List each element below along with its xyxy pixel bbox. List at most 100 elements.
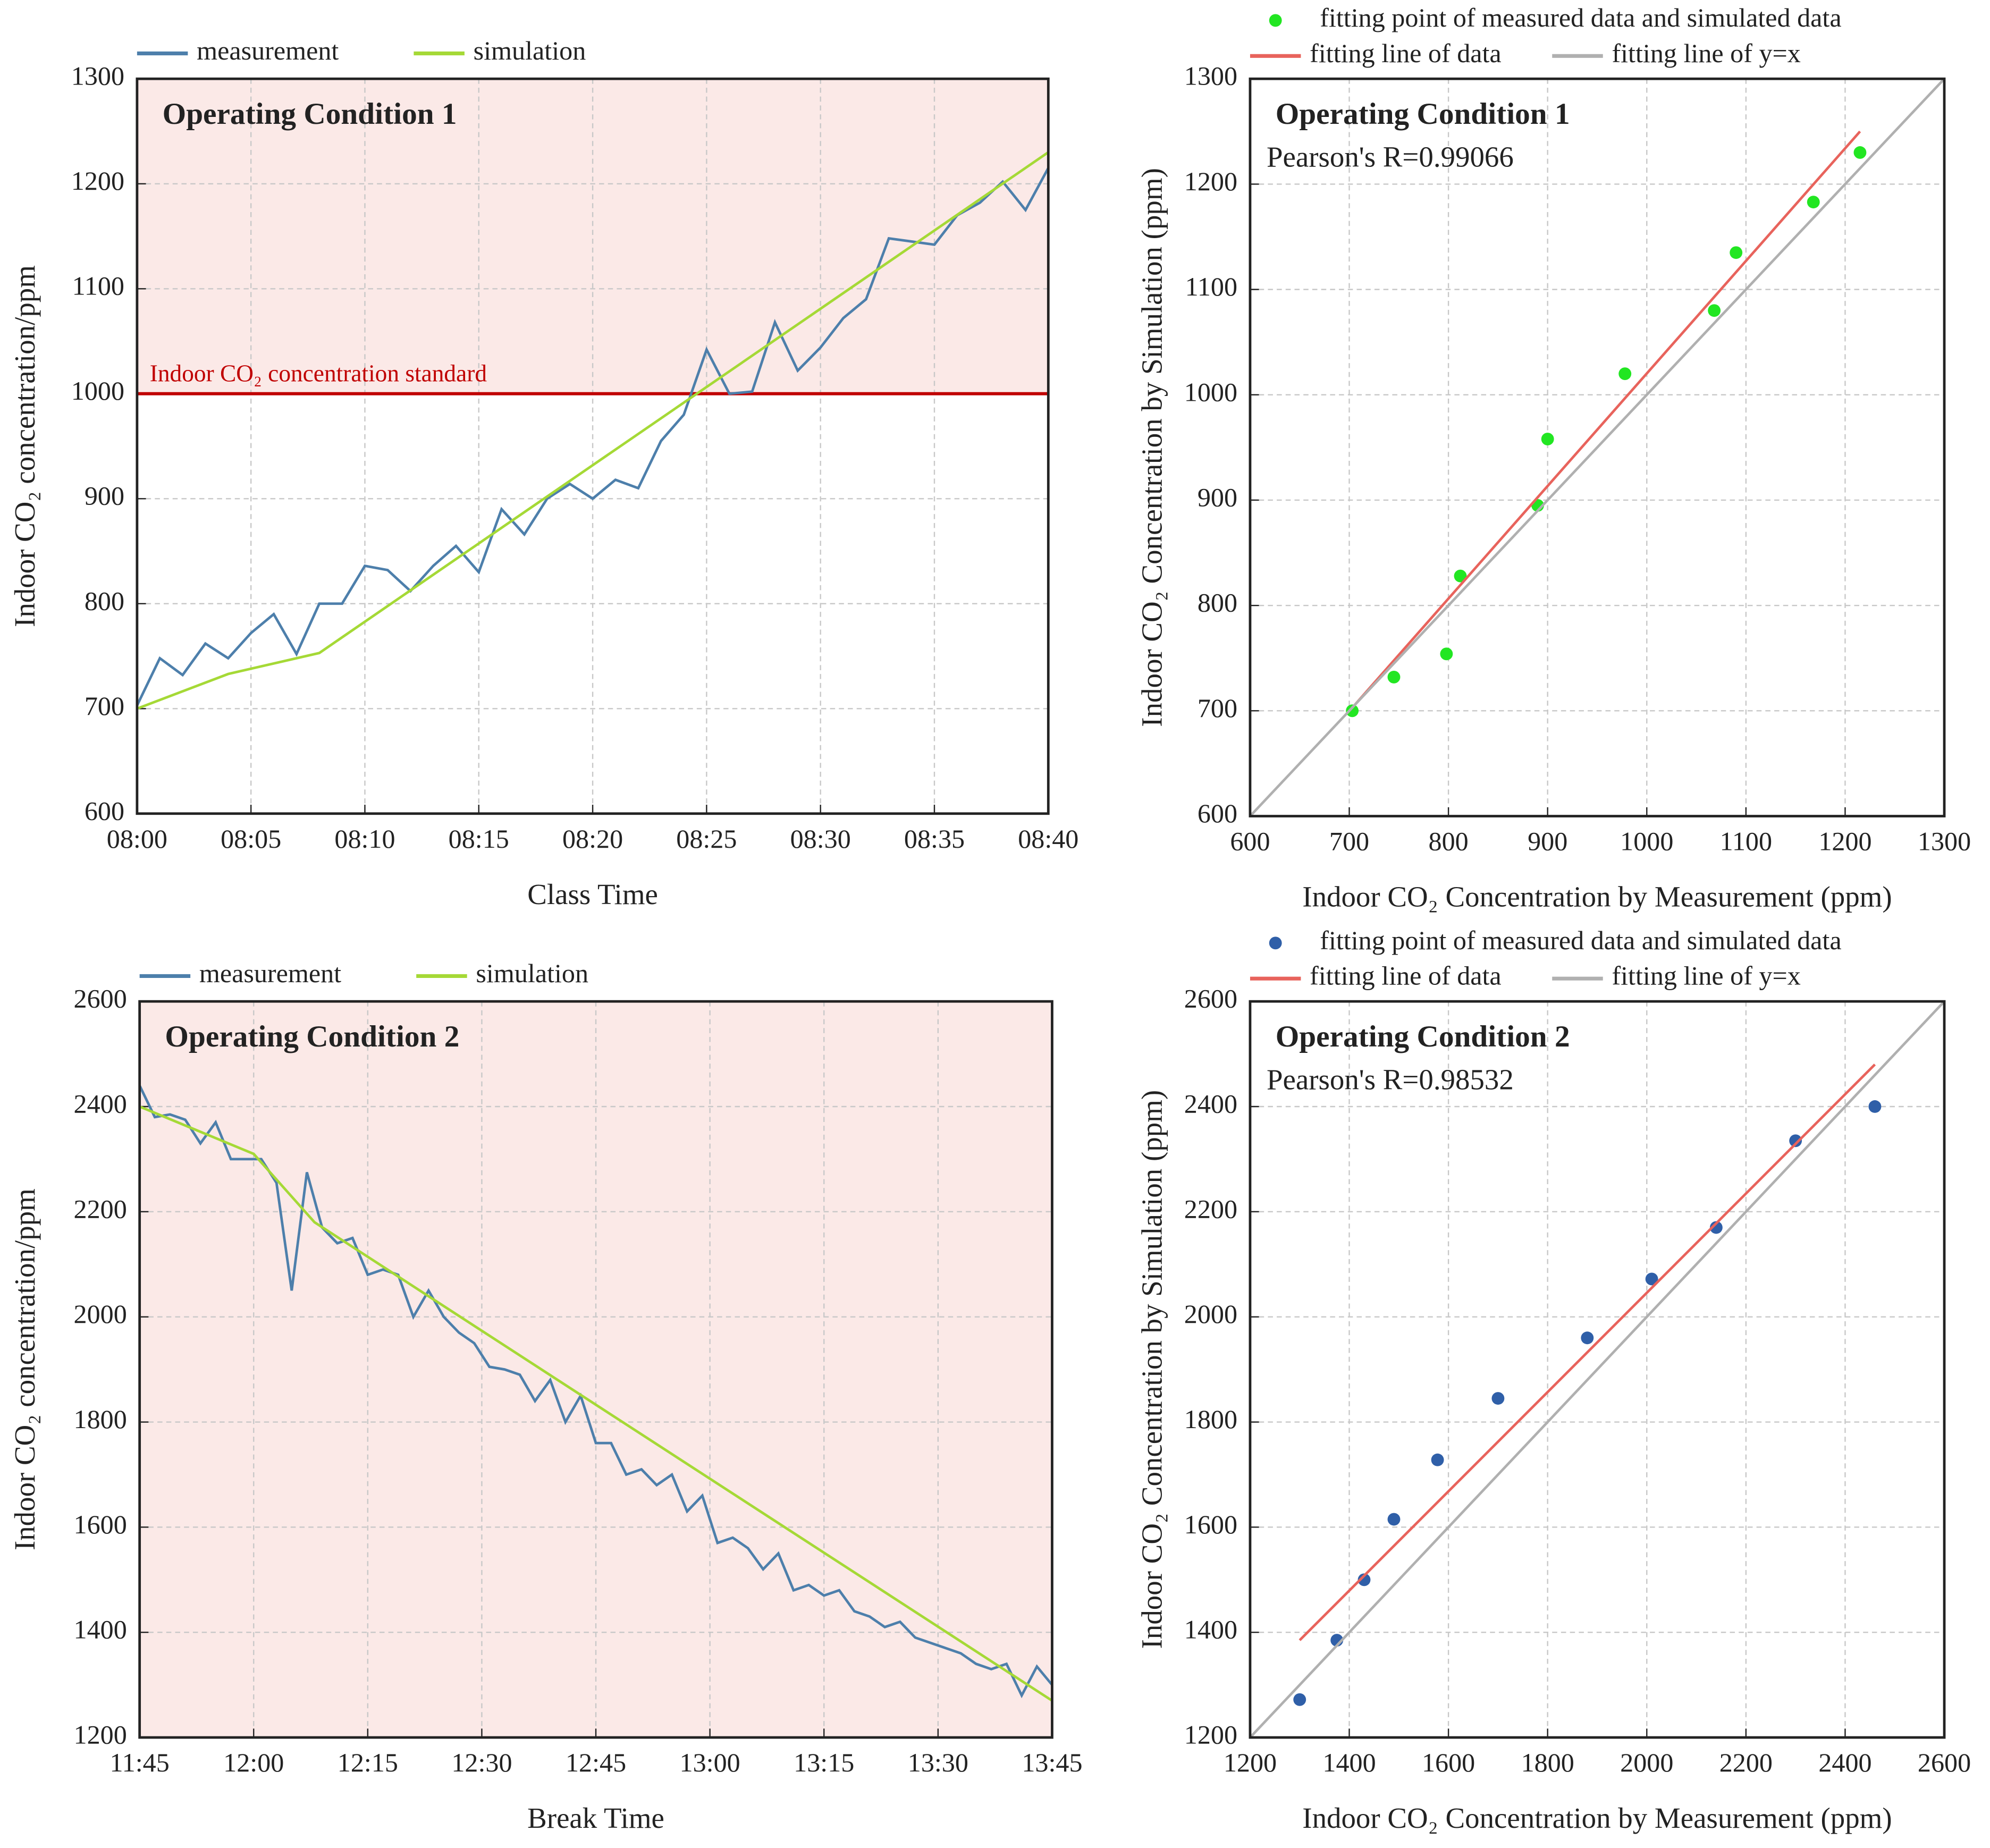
plot-frame — [136, 77, 1050, 815]
scatter-point — [1431, 1453, 1444, 1466]
x-tick-label: 1400 — [1322, 1748, 1376, 1777]
y-axis-label: Indoor CO₂ Concentration by Simulation (… — [1135, 1090, 1168, 1649]
scatter-point — [1807, 196, 1820, 209]
x-tick-label: 2000 — [1620, 1748, 1673, 1777]
x-tick-label: 600 — [1230, 826, 1270, 856]
x-tick-label: 13:45 — [1022, 1748, 1082, 1777]
panel-label: Operating Condition 1 — [163, 97, 457, 131]
x-tick-label: 08:00 — [107, 824, 167, 854]
series-line — [1298, 1064, 1876, 1641]
legend-label: fitting line of y=x — [1612, 961, 1800, 991]
y-tick-label: 2200 — [1184, 1194, 1237, 1223]
x-tick-label: 1200 — [1818, 826, 1871, 856]
x-tick-label: 12:30 — [451, 1748, 512, 1777]
x-tick-label: 1800 — [1521, 1748, 1574, 1777]
scatter-point — [1346, 704, 1359, 718]
scatter-point — [1618, 367, 1632, 381]
x-axis-label: Indoor CO₂ Concentration by Measurement … — [1302, 881, 1892, 913]
series-line — [139, 1105, 1052, 1702]
annotation: Pearson's R=0.98532 — [1267, 1064, 1514, 1096]
legend-label: fitting line of data — [1310, 38, 1502, 68]
x-tick-label: 08:15 — [449, 824, 509, 854]
x-tick-label: 08:30 — [790, 824, 851, 854]
scatter-point — [1387, 670, 1401, 683]
x-tick-label: 08:05 — [221, 824, 281, 854]
y-tick-label: 1400 — [1184, 1615, 1237, 1644]
x-tick-label: 2400 — [1818, 1748, 1871, 1777]
y-tick-label: 2600 — [74, 984, 127, 1014]
y-tick-label: 1400 — [74, 1615, 127, 1644]
y-tick-label: 1000 — [71, 376, 124, 406]
y-tick-label: 1800 — [74, 1404, 127, 1434]
x-tick-label: 1600 — [1422, 1748, 1475, 1777]
x-axis-label: Indoor CO₂ Concentration by Measurement … — [1302, 1802, 1892, 1834]
panel-label: Operating Condition 1 — [1276, 97, 1570, 131]
x-tick-label: 1100 — [1720, 826, 1772, 856]
x-tick-label: 08:20 — [562, 824, 623, 854]
scatter-point — [1709, 1221, 1723, 1234]
x-tick-label: 12:15 — [338, 1748, 398, 1777]
series-line — [139, 1085, 1052, 1699]
scatter-point — [1541, 433, 1554, 445]
legend-label: fitting line of y=x — [1612, 38, 1800, 68]
y-tick-label: 800 — [1198, 588, 1237, 618]
x-tick-label: 1300 — [1918, 826, 1971, 856]
y-tick-label: 900 — [1198, 482, 1237, 512]
y-axis-label: Indoor CO₂ Concentration by Simulation (… — [1135, 168, 1168, 727]
legend-marker — [1269, 14, 1282, 27]
x-tick-label: 700 — [1329, 826, 1369, 856]
reference-label: Indoor CO₂ concentration standard — [150, 360, 487, 387]
y-tick-label: 1200 — [1184, 166, 1237, 196]
panel-label: Operating Condition 2 — [1276, 1020, 1570, 1053]
legend-label: fitting point of measured data and simul… — [1320, 925, 1841, 955]
scatter-point — [1789, 1134, 1802, 1147]
x-tick-label: 08:10 — [334, 824, 395, 854]
plot-frame — [1249, 77, 1946, 817]
y-axis-label: Indoor CO₂ concentration/ppm — [9, 265, 41, 627]
panel-label: Operating Condition 2 — [165, 1020, 459, 1053]
x-axis-label: Class Time — [527, 878, 658, 910]
scatter-point — [1708, 304, 1721, 317]
x-tick-label: 900 — [1528, 826, 1567, 856]
y-tick-label: 1100 — [1185, 272, 1237, 301]
legend-label: fitting line of data — [1310, 961, 1502, 991]
x-tick-label: 13:15 — [794, 1748, 854, 1777]
series-line — [137, 167, 1049, 706]
scatter-point — [1853, 146, 1867, 159]
y-tick-label: 600 — [85, 796, 124, 825]
y-tick-label: 800 — [85, 586, 124, 615]
y-tick-label: 1200 — [1184, 1720, 1237, 1750]
y-tick-label: 2600 — [1184, 984, 1237, 1014]
x-tick-label: 12:45 — [566, 1748, 626, 1777]
scatter-point — [1491, 1392, 1505, 1405]
y-tick-label: 2200 — [74, 1194, 127, 1223]
legend-label: fitting point of measured data and simul… — [1320, 3, 1841, 32]
y-tick-label: 1300 — [1184, 61, 1237, 91]
legend-label: measurement — [199, 958, 341, 988]
scatter-point — [1293, 1693, 1306, 1706]
y-tick-label: 1100 — [72, 271, 124, 301]
x-axis-label: Break Time — [527, 1802, 664, 1834]
x-tick-label: 1000 — [1620, 826, 1673, 856]
plot-frame — [1249, 1000, 1946, 1739]
y-tick-label: 2000 — [1184, 1299, 1237, 1329]
y-tick-label: 2000 — [74, 1299, 127, 1329]
y-tick-label: 1200 — [74, 1720, 127, 1750]
x-tick-label: 08:25 — [676, 824, 737, 854]
x-tick-label: 08:35 — [904, 824, 965, 854]
y-tick-label: 900 — [85, 481, 124, 511]
x-tick-label: 11:45 — [109, 1748, 169, 1777]
y-tick-label: 1800 — [1184, 1404, 1237, 1434]
series-line — [1353, 130, 1861, 707]
y-tick-label: 600 — [1198, 798, 1237, 828]
x-tick-label: 2600 — [1918, 1748, 1971, 1777]
x-tick-label: 1200 — [1224, 1748, 1277, 1777]
scatter-point — [1440, 647, 1453, 661]
x-tick-label: 800 — [1429, 826, 1469, 856]
scatter-point — [1730, 246, 1743, 259]
scatter-point — [1387, 1513, 1401, 1526]
scatter-point — [1581, 1331, 1594, 1345]
y-tick-label: 1300 — [71, 61, 124, 91]
